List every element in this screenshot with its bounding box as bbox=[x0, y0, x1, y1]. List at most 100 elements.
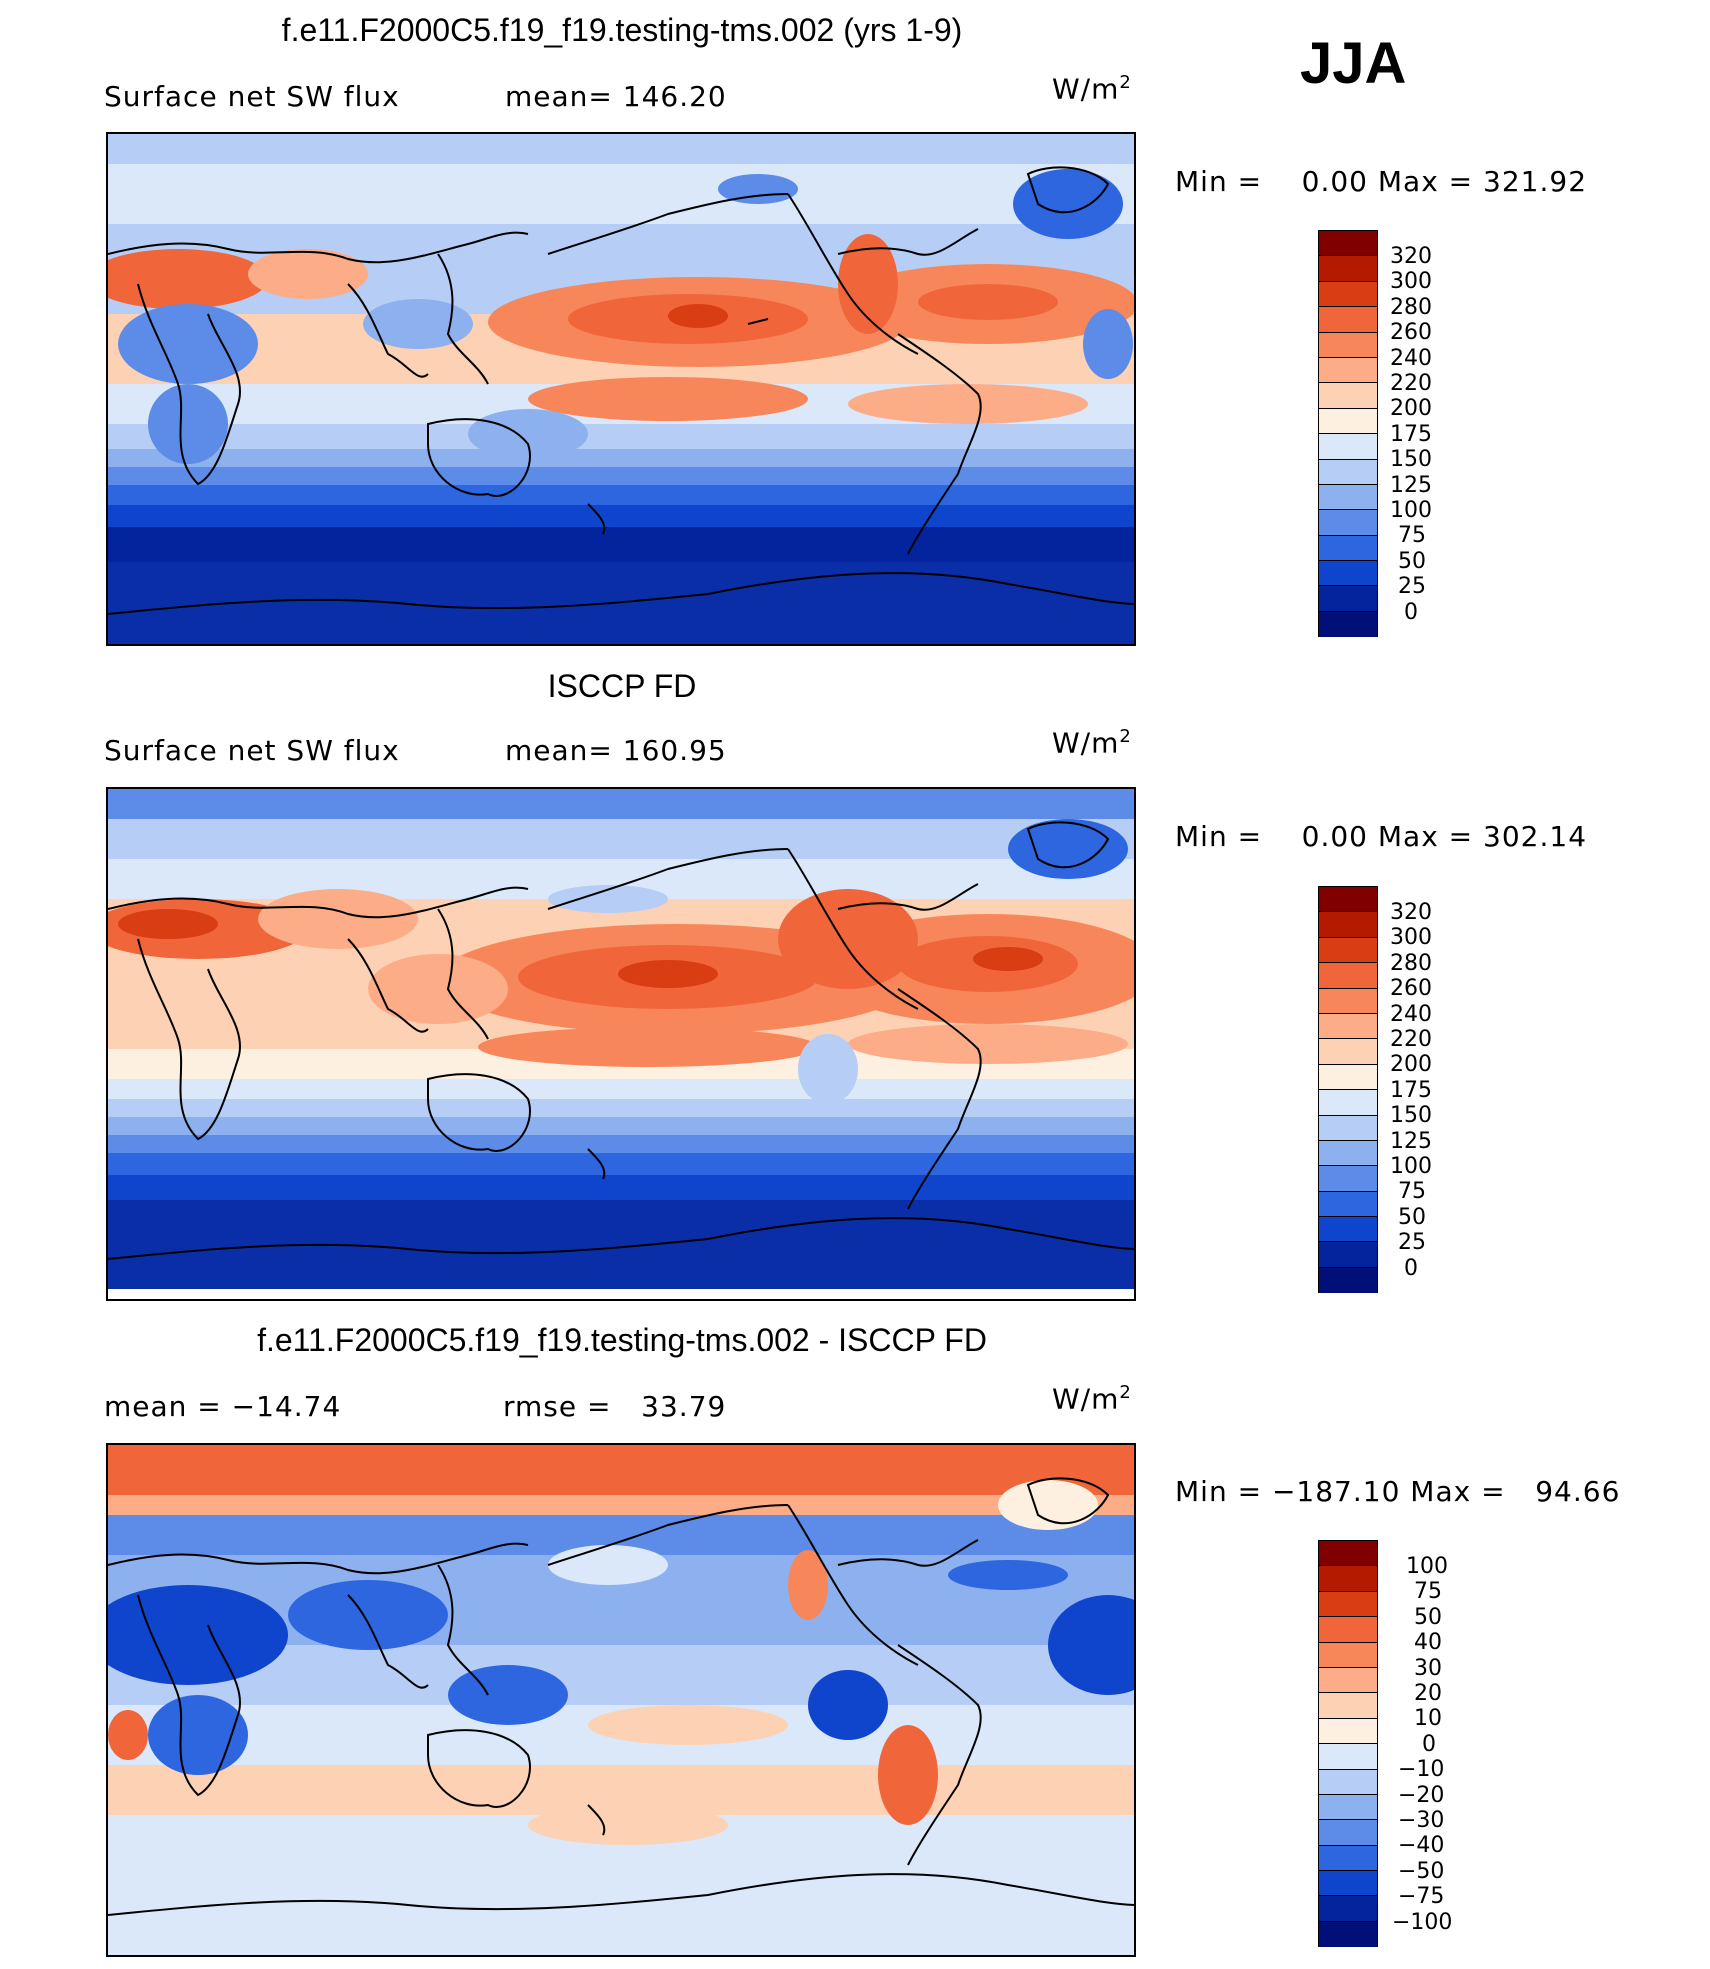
panel-2-colorbar-segment bbox=[1319, 1013, 1377, 1040]
colorbar-tick-label: 220 bbox=[1390, 1027, 1432, 1052]
panel-2-colorbar-segment bbox=[1319, 1115, 1377, 1141]
colorbar-tick-label: 260 bbox=[1390, 976, 1432, 1002]
panel-1-coastlines bbox=[108, 166, 1134, 615]
colorbar-tick-label: 175 bbox=[1390, 1077, 1432, 1103]
colorbar-tick-label: 150 bbox=[1390, 1103, 1432, 1129]
panel-2-colorbar-segment bbox=[1319, 963, 1377, 989]
panel-2-colorbar-segment bbox=[1319, 1191, 1377, 1218]
panel-2-colorbar-segment bbox=[1319, 912, 1377, 938]
panel-1-map bbox=[106, 132, 1136, 646]
panel-2-colorbar-segment bbox=[1319, 1217, 1377, 1243]
panel-3-colorbar-segment bbox=[1319, 1693, 1377, 1719]
colorbar-tick-label: 220 bbox=[1390, 371, 1432, 396]
colorbar-tick-label: 0 bbox=[1422, 1731, 1436, 1757]
panel-2-lat-bands bbox=[108, 789, 1134, 1299]
panel-3-colorbar-segment bbox=[1319, 1820, 1377, 1846]
panel-1-colorbar-segment bbox=[1319, 484, 1377, 511]
panel-2-colorbar-segment bbox=[1319, 1090, 1377, 1116]
panel-2-colorbar-segment bbox=[1319, 1242, 1377, 1268]
colorbar-tick-label: 175 bbox=[1390, 421, 1432, 447]
panel-3-units: W/m2 bbox=[1052, 1382, 1132, 1416]
panel-3-coastlines bbox=[108, 1477, 1134, 1916]
colorbar-tick-label: 100 bbox=[1406, 1554, 1448, 1579]
panel-1-title: f.e11.F2000C5.f19_f19.testing-tms.002 (y… bbox=[281, 12, 963, 48]
colorbar-tick-label: −75 bbox=[1398, 1884, 1445, 1910]
panel-3-colorbar-segment bbox=[1319, 1566, 1377, 1592]
colorbar-tick-label: 200 bbox=[1390, 396, 1432, 422]
panel-3-colorbar-segment bbox=[1319, 1921, 1377, 1948]
panel-1-colorbar-segment bbox=[1319, 332, 1377, 358]
panel-2-variable-label: Surface net SW flux bbox=[104, 734, 400, 767]
panel-1-features bbox=[108, 169, 1134, 464]
panel-3-colorbar-segment bbox=[1319, 1769, 1377, 1795]
panel-3-colorbar-segment bbox=[1319, 1718, 1377, 1745]
colorbar-tick-label: 0 bbox=[1404, 1255, 1418, 1281]
colorbar-tick-label: 40 bbox=[1414, 1630, 1442, 1656]
panel-3-colorbar-segment bbox=[1319, 1845, 1377, 1872]
panel-2-title: ISCCP FD bbox=[547, 668, 697, 704]
panel-3-colorbar-segment bbox=[1319, 1617, 1377, 1643]
colorbar-tick-label: 320 bbox=[1390, 900, 1432, 925]
panel-3-colorbar-segment bbox=[1319, 1667, 1377, 1694]
colorbar-tick-label: 125 bbox=[1390, 472, 1432, 498]
panel-2-colorbar-segment bbox=[1319, 937, 1377, 964]
colorbar-tick-label: 280 bbox=[1390, 950, 1432, 976]
panel-1-colorbar-segment bbox=[1319, 434, 1377, 460]
colorbar-tick-label: 300 bbox=[1390, 269, 1432, 295]
colorbar-tick-label: 0 bbox=[1404, 599, 1418, 625]
colorbar-tick-label: 150 bbox=[1390, 447, 1432, 473]
panel-2-colorbar-segment bbox=[1319, 1166, 1377, 1192]
colorbar-tick-label: 260 bbox=[1390, 320, 1432, 346]
colorbar-tick-label: 240 bbox=[1390, 1001, 1432, 1027]
panel-3-map bbox=[106, 1443, 1136, 1957]
panel-2-minmax: Min = 0.00 Max = 302.14 bbox=[1175, 820, 1588, 853]
colorbar-tick-label: 320 bbox=[1390, 244, 1432, 269]
panel-1-colorbar-segment bbox=[1319, 231, 1377, 257]
colorbar-tick-label: 100 bbox=[1390, 1154, 1432, 1179]
panel-1-variable-label: Surface net SW flux bbox=[104, 80, 400, 113]
season-label: JJA bbox=[1300, 31, 1407, 96]
colorbar-tick-label: 125 bbox=[1390, 1128, 1432, 1154]
colorbar-tick-label: 75 bbox=[1398, 523, 1426, 549]
panel-3-colorbar-segment bbox=[1319, 1591, 1377, 1618]
panel-2-colorbar-segment bbox=[1319, 1267, 1377, 1294]
panel-1-colorbar-segment bbox=[1319, 535, 1377, 562]
panel-1-minmax: Min = 0.00 Max = 321.92 bbox=[1175, 165, 1588, 198]
panel-1-units: W/m2 bbox=[1052, 72, 1132, 106]
panel-2-colorbar-segment bbox=[1319, 1140, 1377, 1167]
colorbar-tick-label: −50 bbox=[1398, 1858, 1445, 1884]
panel-3-colorbar-segment bbox=[1319, 1541, 1377, 1567]
panel-1-colorbar-segment bbox=[1319, 408, 1377, 435]
panel-2-map bbox=[106, 787, 1136, 1301]
colorbar-tick-label: 20 bbox=[1414, 1681, 1442, 1706]
colorbar-tick-label: −10 bbox=[1398, 1757, 1445, 1783]
panel-2-colorbar bbox=[1318, 886, 1378, 1294]
colorbar-tick-label: 50 bbox=[1398, 548, 1426, 574]
colorbar-tick-label: 75 bbox=[1414, 1579, 1442, 1605]
panel-1-mean-label: mean= 146.20 bbox=[505, 80, 727, 113]
colorbar-tick-label: 200 bbox=[1390, 1052, 1432, 1078]
colorbar-tick-label: 280 bbox=[1390, 294, 1432, 320]
panel-3-colorbar-segment bbox=[1319, 1744, 1377, 1770]
panel-1-colorbar-segment bbox=[1319, 281, 1377, 308]
panel-1-colorbar-segment bbox=[1319, 611, 1377, 638]
colorbar-tick-label: 50 bbox=[1414, 1604, 1442, 1630]
panel-2-colorbar-segment bbox=[1319, 887, 1377, 913]
panel-1-colorbar-segment bbox=[1319, 383, 1377, 409]
panel-3-minmax: Min = −187.10 Max = 94.66 bbox=[1175, 1475, 1621, 1508]
colorbar-tick-label: 25 bbox=[1398, 1230, 1426, 1256]
panel-1-colorbar-segment bbox=[1319, 357, 1377, 384]
colorbar-tick-label: 25 bbox=[1398, 574, 1426, 600]
panel-1-colorbar bbox=[1318, 230, 1378, 638]
panel-3-colorbar bbox=[1318, 1540, 1378, 1948]
panel-3-colorbar-segment bbox=[1319, 1871, 1377, 1897]
panel-2-mean-label: mean= 160.95 bbox=[505, 734, 727, 767]
panel-2-colorbar-segment bbox=[1319, 1039, 1377, 1065]
panel-3-rmse-label: rmse = 33.79 bbox=[503, 1390, 727, 1423]
panel-1-colorbar-segment bbox=[1319, 459, 1377, 485]
panel-3-map-svg bbox=[108, 1445, 1134, 1955]
colorbar-tick-label: 300 bbox=[1390, 925, 1432, 951]
colorbar-tick-label: 75 bbox=[1398, 1179, 1426, 1205]
panel-3-mean-label: mean = −14.74 bbox=[104, 1390, 342, 1423]
colorbar-tick-label: 50 bbox=[1398, 1204, 1426, 1230]
